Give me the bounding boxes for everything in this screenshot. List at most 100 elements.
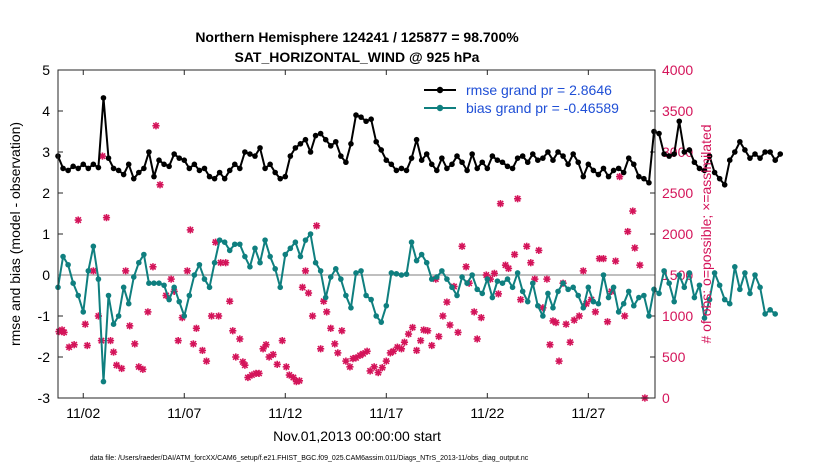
series-bias-point — [454, 292, 460, 299]
series-bias-point — [479, 290, 486, 297]
series-rmse-point — [388, 161, 395, 168]
series-rmse-point — [489, 153, 496, 159]
x-axis: 11/02 11/07 11/12 11/17 11/22 11/27 — [66, 70, 606, 421]
legend-rmse-label: rmse grand pr = 2.8646 — [466, 82, 612, 98]
obs-point — [202, 357, 211, 365]
series-bias-point — [757, 284, 763, 291]
series-rmse-point — [651, 128, 657, 135]
obs-point — [446, 321, 454, 329]
obs-point — [317, 345, 325, 353]
plot-area — [58, 70, 655, 398]
series-bias-point — [262, 237, 268, 243]
series-rmse-point — [706, 153, 713, 159]
series-rmse-point — [615, 165, 622, 172]
obs-point — [308, 312, 317, 320]
obs-point — [74, 216, 82, 224]
series-rmse-point — [115, 167, 122, 174]
series-bias-point — [231, 241, 238, 248]
series-bias-point — [226, 247, 233, 254]
series-bias-point — [206, 284, 213, 291]
series-rmse-point — [292, 145, 299, 151]
series-rmse-point — [373, 138, 379, 145]
obs-point — [174, 337, 182, 345]
series-rmse-point — [590, 167, 597, 174]
obs-point — [183, 267, 191, 275]
obs-point — [83, 341, 91, 350]
series-bias-point — [252, 245, 258, 252]
series-rmse-point — [469, 151, 475, 157]
series-bias-point — [550, 305, 556, 311]
x-tick-label: 11/02 — [66, 405, 100, 421]
series-rmse-point — [519, 153, 526, 159]
obs-point — [131, 340, 139, 348]
series-rmse-point — [257, 145, 263, 151]
series-bias-point — [494, 278, 501, 284]
series-rmse-point — [398, 165, 405, 172]
series-rmse-point — [383, 157, 390, 163]
obs-point — [454, 328, 462, 336]
series-rmse-point — [277, 175, 284, 182]
series-rmse-point — [221, 175, 228, 182]
series-bias-point — [100, 378, 107, 385]
series-rmse-point — [186, 165, 193, 172]
x-tick-label: 11/17 — [369, 405, 403, 421]
series-bias-point — [166, 296, 172, 303]
obs-point — [269, 350, 277, 359]
series-bias-point — [141, 251, 147, 258]
footnote: data file: /Users/raeder/DAI/ATM_forcXX/… — [90, 455, 529, 462]
series-bias-point — [272, 266, 278, 272]
series-rmse-point — [565, 161, 571, 168]
series-rmse-point — [348, 141, 354, 147]
obs-point — [603, 318, 612, 326]
obs-point — [109, 348, 118, 356]
series-bias-point — [726, 300, 733, 307]
series-bias-point — [489, 294, 496, 301]
series-bias-point — [575, 292, 582, 299]
series-rmse-point — [80, 161, 87, 168]
series-rmse-point — [141, 165, 147, 172]
series-rmse-point — [666, 153, 672, 159]
series-bias-point — [211, 259, 218, 266]
series-bias-point — [221, 239, 228, 245]
obs-point — [636, 261, 644, 269]
series-rmse-point — [514, 155, 521, 161]
obs-point — [112, 361, 121, 369]
legend-rmse-marker — [436, 86, 444, 94]
series-bias-point — [90, 243, 97, 250]
series-bias-point — [136, 259, 142, 266]
series-rmse-point — [378, 147, 385, 153]
series-bias-point — [398, 272, 405, 278]
series-bias-point — [676, 272, 683, 278]
series-rmse-point — [151, 173, 157, 180]
series-rmse-point — [181, 157, 188, 163]
obs-point — [552, 318, 560, 327]
series-rmse-point — [550, 157, 556, 163]
series-bias-point — [70, 280, 76, 287]
series-rmse-point — [529, 151, 536, 157]
obs-point — [304, 289, 313, 297]
obs-point — [555, 357, 563, 365]
series-bias-point — [348, 305, 354, 311]
x-tick-label: 11/22 — [470, 405, 504, 421]
obs-point — [428, 341, 436, 350]
left-tick-label: -2 — [38, 349, 51, 365]
series-bias-point — [171, 284, 177, 291]
series-bias-point — [287, 245, 294, 252]
obs-point — [207, 312, 216, 320]
series-rmse-point — [454, 153, 460, 159]
series-rmse-point — [196, 167, 203, 174]
series-bias-point — [686, 270, 693, 276]
obs-point — [382, 357, 390, 365]
series-rmse-point — [211, 175, 218, 182]
series-rmse-point — [95, 164, 102, 171]
series-bias-point — [237, 241, 243, 248]
series-rmse-point — [403, 167, 410, 174]
series-rmse-point — [262, 165, 268, 172]
series-rmse-point — [338, 153, 344, 159]
series-bias-point — [767, 307, 773, 313]
series-bias-point — [383, 302, 390, 309]
left-tick-label: 1 — [42, 226, 50, 242]
series-rmse-point — [742, 147, 748, 153]
series-rmse-point — [585, 161, 592, 168]
